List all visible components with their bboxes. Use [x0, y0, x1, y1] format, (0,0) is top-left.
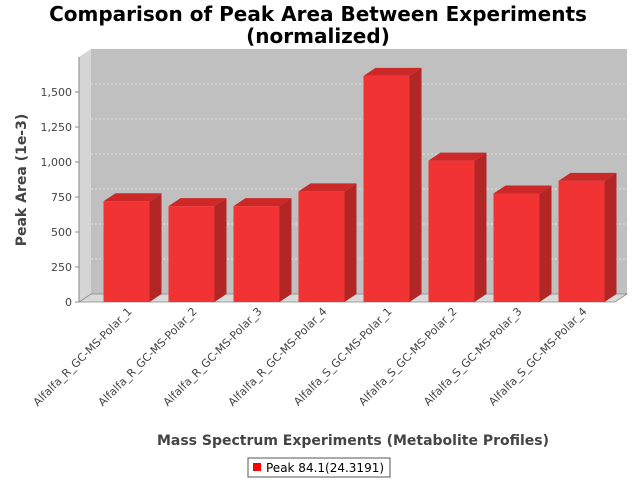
bar-top: [298, 183, 357, 192]
bar-side: [344, 183, 357, 302]
bar-front: [103, 201, 150, 302]
bar: [168, 198, 227, 302]
bars: [103, 67, 617, 303]
y-tick-label: 1,000: [41, 156, 73, 169]
bar-top: [428, 152, 487, 161]
legend-label: Peak 84.1(24.3191): [266, 461, 384, 475]
bar-top: [103, 193, 162, 202]
legend-box: [247, 457, 391, 478]
y-tick-label: 750: [51, 191, 72, 204]
bar-side: [279, 198, 292, 302]
bar-side: [214, 198, 227, 302]
bar-front: [428, 160, 475, 302]
y-axis-label: Peak Area (1e-3): [14, 114, 30, 247]
bar-side: [149, 193, 162, 302]
y-tick-label: 250: [51, 261, 72, 274]
bar-top: [363, 67, 422, 76]
bar: [493, 185, 552, 302]
bar: [298, 183, 357, 302]
chart-title-line-1: Comparison of Peak Area Between Experime…: [49, 2, 587, 26]
bar-top: [493, 185, 552, 194]
chart-title-line-2: (normalized): [246, 24, 390, 48]
bar: [103, 193, 162, 302]
bar: [558, 172, 617, 302]
bar-front: [168, 206, 215, 302]
plot-left-wall: [79, 49, 91, 302]
bar-front: [298, 191, 345, 302]
legend-swatch: [253, 463, 261, 471]
bar-side: [409, 67, 422, 303]
bar-front: [233, 206, 280, 302]
y-tick-label: 1,500: [41, 86, 73, 99]
bar-side: [604, 172, 617, 302]
bar-top: [233, 198, 292, 207]
bar-top: [558, 172, 617, 181]
bar: [233, 198, 292, 302]
bar: [428, 152, 487, 302]
bar: [363, 67, 422, 303]
bar-side: [539, 185, 552, 302]
bar-top: [168, 198, 227, 207]
bar-front: [363, 75, 410, 303]
x-axis-label: Mass Spectrum Experiments (Metabolite Pr…: [157, 433, 549, 449]
y-tick-label: 0: [65, 296, 72, 309]
y-tick-label: 1,250: [41, 121, 73, 134]
bar-side: [474, 152, 487, 302]
legend: Peak 84.1(24.3191): [247, 457, 391, 478]
bar-front: [558, 180, 605, 302]
bar-front: [493, 193, 540, 302]
y-tick-label: 500: [51, 226, 72, 239]
